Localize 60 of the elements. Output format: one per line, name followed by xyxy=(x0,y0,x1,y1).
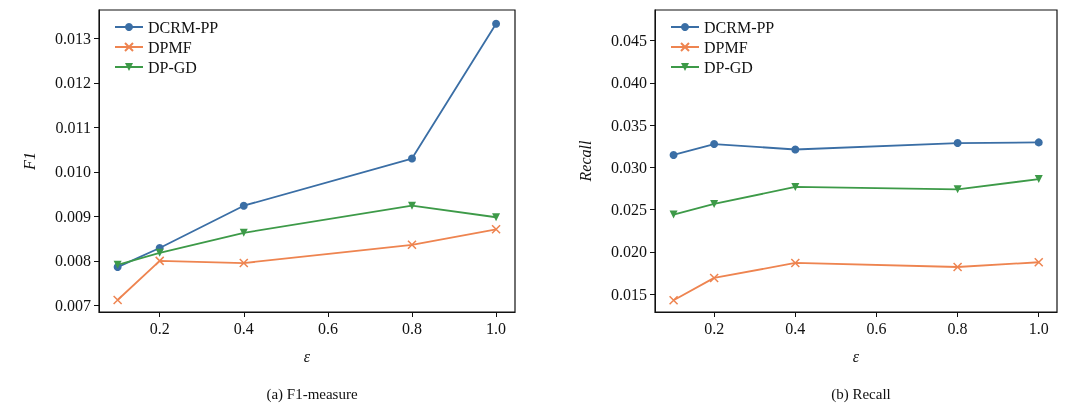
x-tick-label: 1.0 xyxy=(486,319,507,337)
point xyxy=(669,151,678,159)
y-axis-title: F1 xyxy=(20,152,38,171)
point xyxy=(492,19,501,28)
y-tick-label: 0.011 xyxy=(55,118,91,136)
point xyxy=(112,295,123,305)
point xyxy=(668,295,679,306)
point xyxy=(953,139,962,148)
x-axis-title: ε xyxy=(852,347,860,365)
point xyxy=(710,199,719,208)
y-tick-label: 0.007 xyxy=(55,296,91,314)
y-tick-label: 0.035 xyxy=(611,116,647,134)
point xyxy=(953,185,962,194)
y-tick-label: 0.025 xyxy=(611,201,647,219)
point xyxy=(239,201,248,210)
legend-label: DPMF xyxy=(148,38,192,56)
y-tick-label: 0.030 xyxy=(611,158,647,176)
point xyxy=(492,213,501,222)
x-axis-title: ε xyxy=(303,347,311,365)
legend-label: DP-GD xyxy=(704,58,753,76)
y-tick-label: 0.045 xyxy=(611,31,647,49)
y-tick-label: 0.012 xyxy=(55,74,91,92)
x-tick-label: 0.8 xyxy=(947,319,968,337)
x-tick-label: 0.2 xyxy=(149,319,170,337)
x-tick-label: 1.0 xyxy=(1028,319,1049,337)
point xyxy=(154,256,165,266)
y-tick-label: 0.015 xyxy=(611,285,647,303)
point xyxy=(791,182,800,191)
y-tick-label: 0.010 xyxy=(55,163,91,181)
point xyxy=(790,258,801,268)
point xyxy=(407,240,417,250)
x-tick-label: 0.6 xyxy=(317,319,338,337)
point xyxy=(952,262,963,272)
legend-label: DP-GD xyxy=(148,58,197,76)
point xyxy=(1034,138,1043,147)
x-tick-label: 0.6 xyxy=(866,319,887,337)
x-tick-label: 0.8 xyxy=(401,319,422,337)
y-tick-label: 0.020 xyxy=(611,243,647,261)
text: (a) F1-measure xyxy=(266,385,358,403)
y-tick-label: 0.009 xyxy=(55,207,91,225)
y-axis-title: Recall xyxy=(576,140,594,183)
x-tick-label: 0.4 xyxy=(785,319,806,337)
point xyxy=(491,224,501,235)
point xyxy=(791,145,800,154)
y-tick-label: 0.013 xyxy=(55,29,91,47)
legend-label: DPMF xyxy=(704,38,748,56)
y-tick-label: 0.008 xyxy=(55,252,91,270)
point xyxy=(407,154,416,163)
point xyxy=(710,140,719,149)
x-tick-label: 0.4 xyxy=(233,319,254,337)
text: (b) Recall xyxy=(831,385,891,403)
legend-label: DCRM-PP xyxy=(704,18,775,36)
y-tick-label: 0.040 xyxy=(611,74,647,92)
point xyxy=(1034,175,1043,184)
x-tick-label: 0.2 xyxy=(704,319,725,337)
legend-label: DCRM-PP xyxy=(148,18,219,36)
point xyxy=(407,201,416,210)
point xyxy=(1033,257,1044,268)
point xyxy=(709,273,719,283)
point xyxy=(239,258,249,268)
